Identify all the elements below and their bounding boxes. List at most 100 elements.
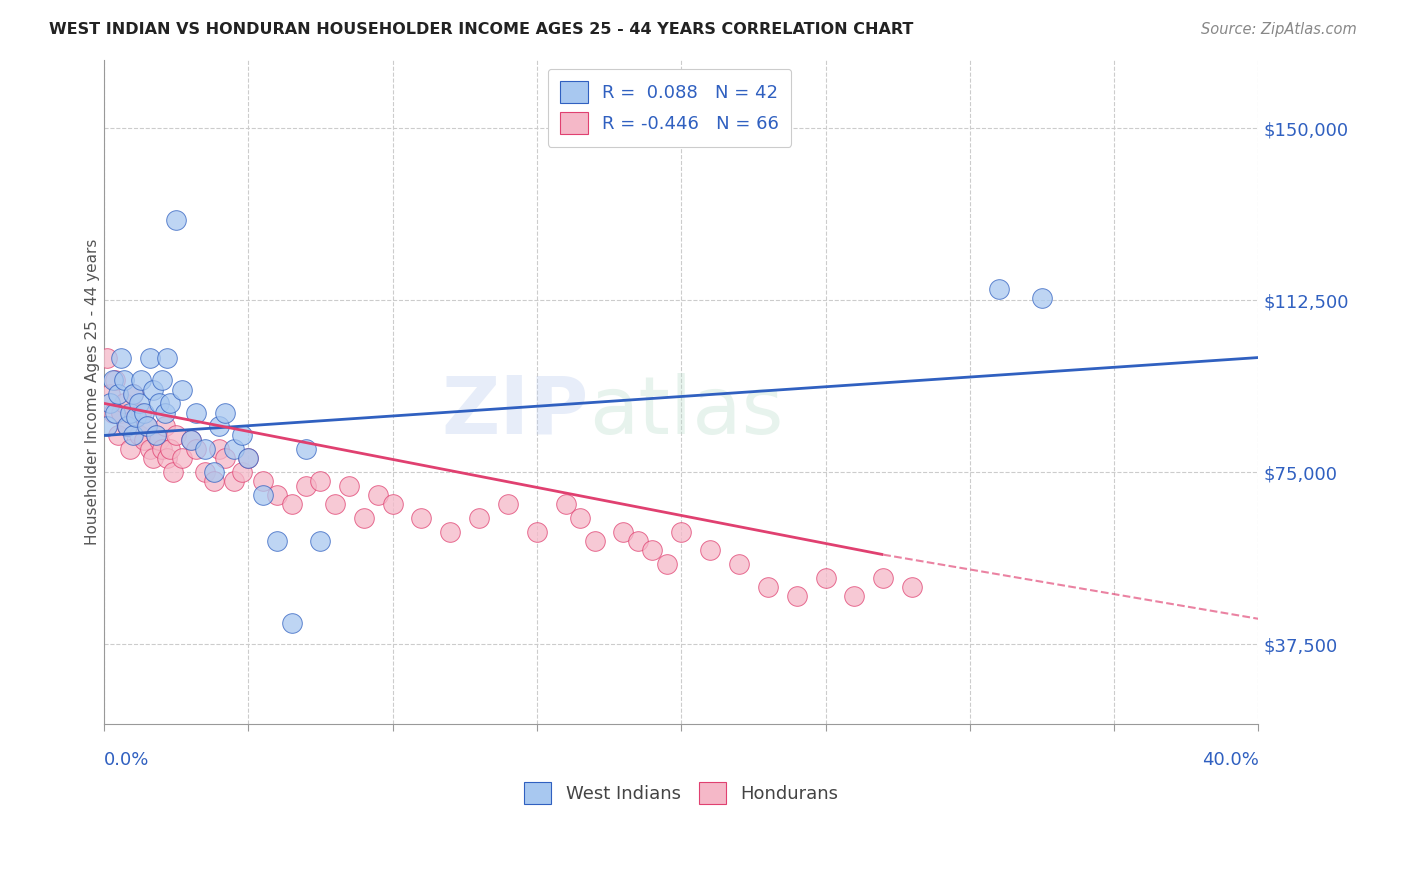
Point xyxy=(134,433,156,447)
Point xyxy=(165,213,187,227)
Point xyxy=(756,580,779,594)
Point xyxy=(669,524,692,539)
Point xyxy=(309,533,332,548)
Point xyxy=(214,405,236,419)
Point xyxy=(136,419,159,434)
Point xyxy=(131,374,153,388)
Point xyxy=(569,511,592,525)
Point xyxy=(222,442,245,457)
Point xyxy=(156,451,179,466)
Point xyxy=(98,387,121,401)
Point xyxy=(118,405,141,419)
Point xyxy=(121,387,143,401)
Point xyxy=(627,533,650,548)
Point xyxy=(699,543,721,558)
Point xyxy=(145,428,167,442)
Point xyxy=(159,396,181,410)
Point xyxy=(526,524,548,539)
Point xyxy=(112,374,135,388)
Point xyxy=(107,387,129,401)
Point xyxy=(121,387,143,401)
Point xyxy=(309,475,332,489)
Point xyxy=(186,442,208,457)
Point xyxy=(728,557,751,571)
Point xyxy=(844,589,866,603)
Point xyxy=(110,405,132,419)
Point xyxy=(1031,291,1053,305)
Point xyxy=(353,511,375,525)
Legend: West Indians, Hondurans: West Indians, Hondurans xyxy=(515,773,848,814)
Point xyxy=(214,451,236,466)
Point xyxy=(112,396,135,410)
Point xyxy=(872,570,894,584)
Point xyxy=(222,475,245,489)
Point xyxy=(179,433,201,447)
Point xyxy=(202,475,225,489)
Text: 40.0%: 40.0% xyxy=(1202,751,1258,769)
Point xyxy=(153,419,176,434)
Point xyxy=(104,405,127,419)
Point xyxy=(115,419,138,434)
Text: 0.0%: 0.0% xyxy=(104,751,149,769)
Point xyxy=(194,442,217,457)
Point xyxy=(148,396,170,410)
Point xyxy=(554,497,576,511)
Point xyxy=(814,570,837,584)
Text: WEST INDIAN VS HONDURAN HOUSEHOLDER INCOME AGES 25 - 44 YEARS CORRELATION CHART: WEST INDIAN VS HONDURAN HOUSEHOLDER INCO… xyxy=(49,22,914,37)
Point xyxy=(148,433,170,447)
Point xyxy=(295,479,318,493)
Point xyxy=(118,442,141,457)
Point xyxy=(128,428,150,442)
Point xyxy=(468,511,491,525)
Point xyxy=(107,428,129,442)
Point xyxy=(153,405,176,419)
Point xyxy=(439,524,461,539)
Point xyxy=(411,511,433,525)
Y-axis label: Householder Income Ages 25 - 44 years: Householder Income Ages 25 - 44 years xyxy=(86,239,100,545)
Point xyxy=(186,405,208,419)
Point xyxy=(266,488,288,502)
Point xyxy=(124,410,146,425)
Point xyxy=(280,616,302,631)
Point xyxy=(124,410,146,425)
Text: ZIP: ZIP xyxy=(441,373,589,450)
Point xyxy=(96,351,118,365)
Point xyxy=(231,465,253,479)
Point xyxy=(128,396,150,410)
Point xyxy=(165,428,187,442)
Point xyxy=(179,433,201,447)
Point xyxy=(208,419,231,434)
Point xyxy=(901,580,924,594)
Point xyxy=(101,405,124,419)
Point xyxy=(323,497,346,511)
Text: atlas: atlas xyxy=(589,373,783,450)
Point xyxy=(110,351,132,365)
Point xyxy=(987,282,1010,296)
Point xyxy=(641,543,664,558)
Point xyxy=(381,497,404,511)
Point xyxy=(266,533,288,548)
Point xyxy=(134,405,156,419)
Point xyxy=(121,428,143,442)
Point xyxy=(145,428,167,442)
Point xyxy=(238,451,260,466)
Point xyxy=(170,451,193,466)
Point xyxy=(337,479,360,493)
Point xyxy=(252,475,274,489)
Point xyxy=(280,497,302,511)
Point xyxy=(139,442,162,457)
Point xyxy=(655,557,678,571)
Point xyxy=(612,524,634,539)
Point xyxy=(238,451,260,466)
Point xyxy=(96,419,118,434)
Point xyxy=(202,465,225,479)
Point xyxy=(104,374,127,388)
Point xyxy=(367,488,389,502)
Point xyxy=(115,419,138,434)
Point xyxy=(583,533,606,548)
Point xyxy=(194,465,217,479)
Point xyxy=(786,589,808,603)
Point xyxy=(150,442,173,457)
Point xyxy=(156,351,179,365)
Point xyxy=(231,428,253,442)
